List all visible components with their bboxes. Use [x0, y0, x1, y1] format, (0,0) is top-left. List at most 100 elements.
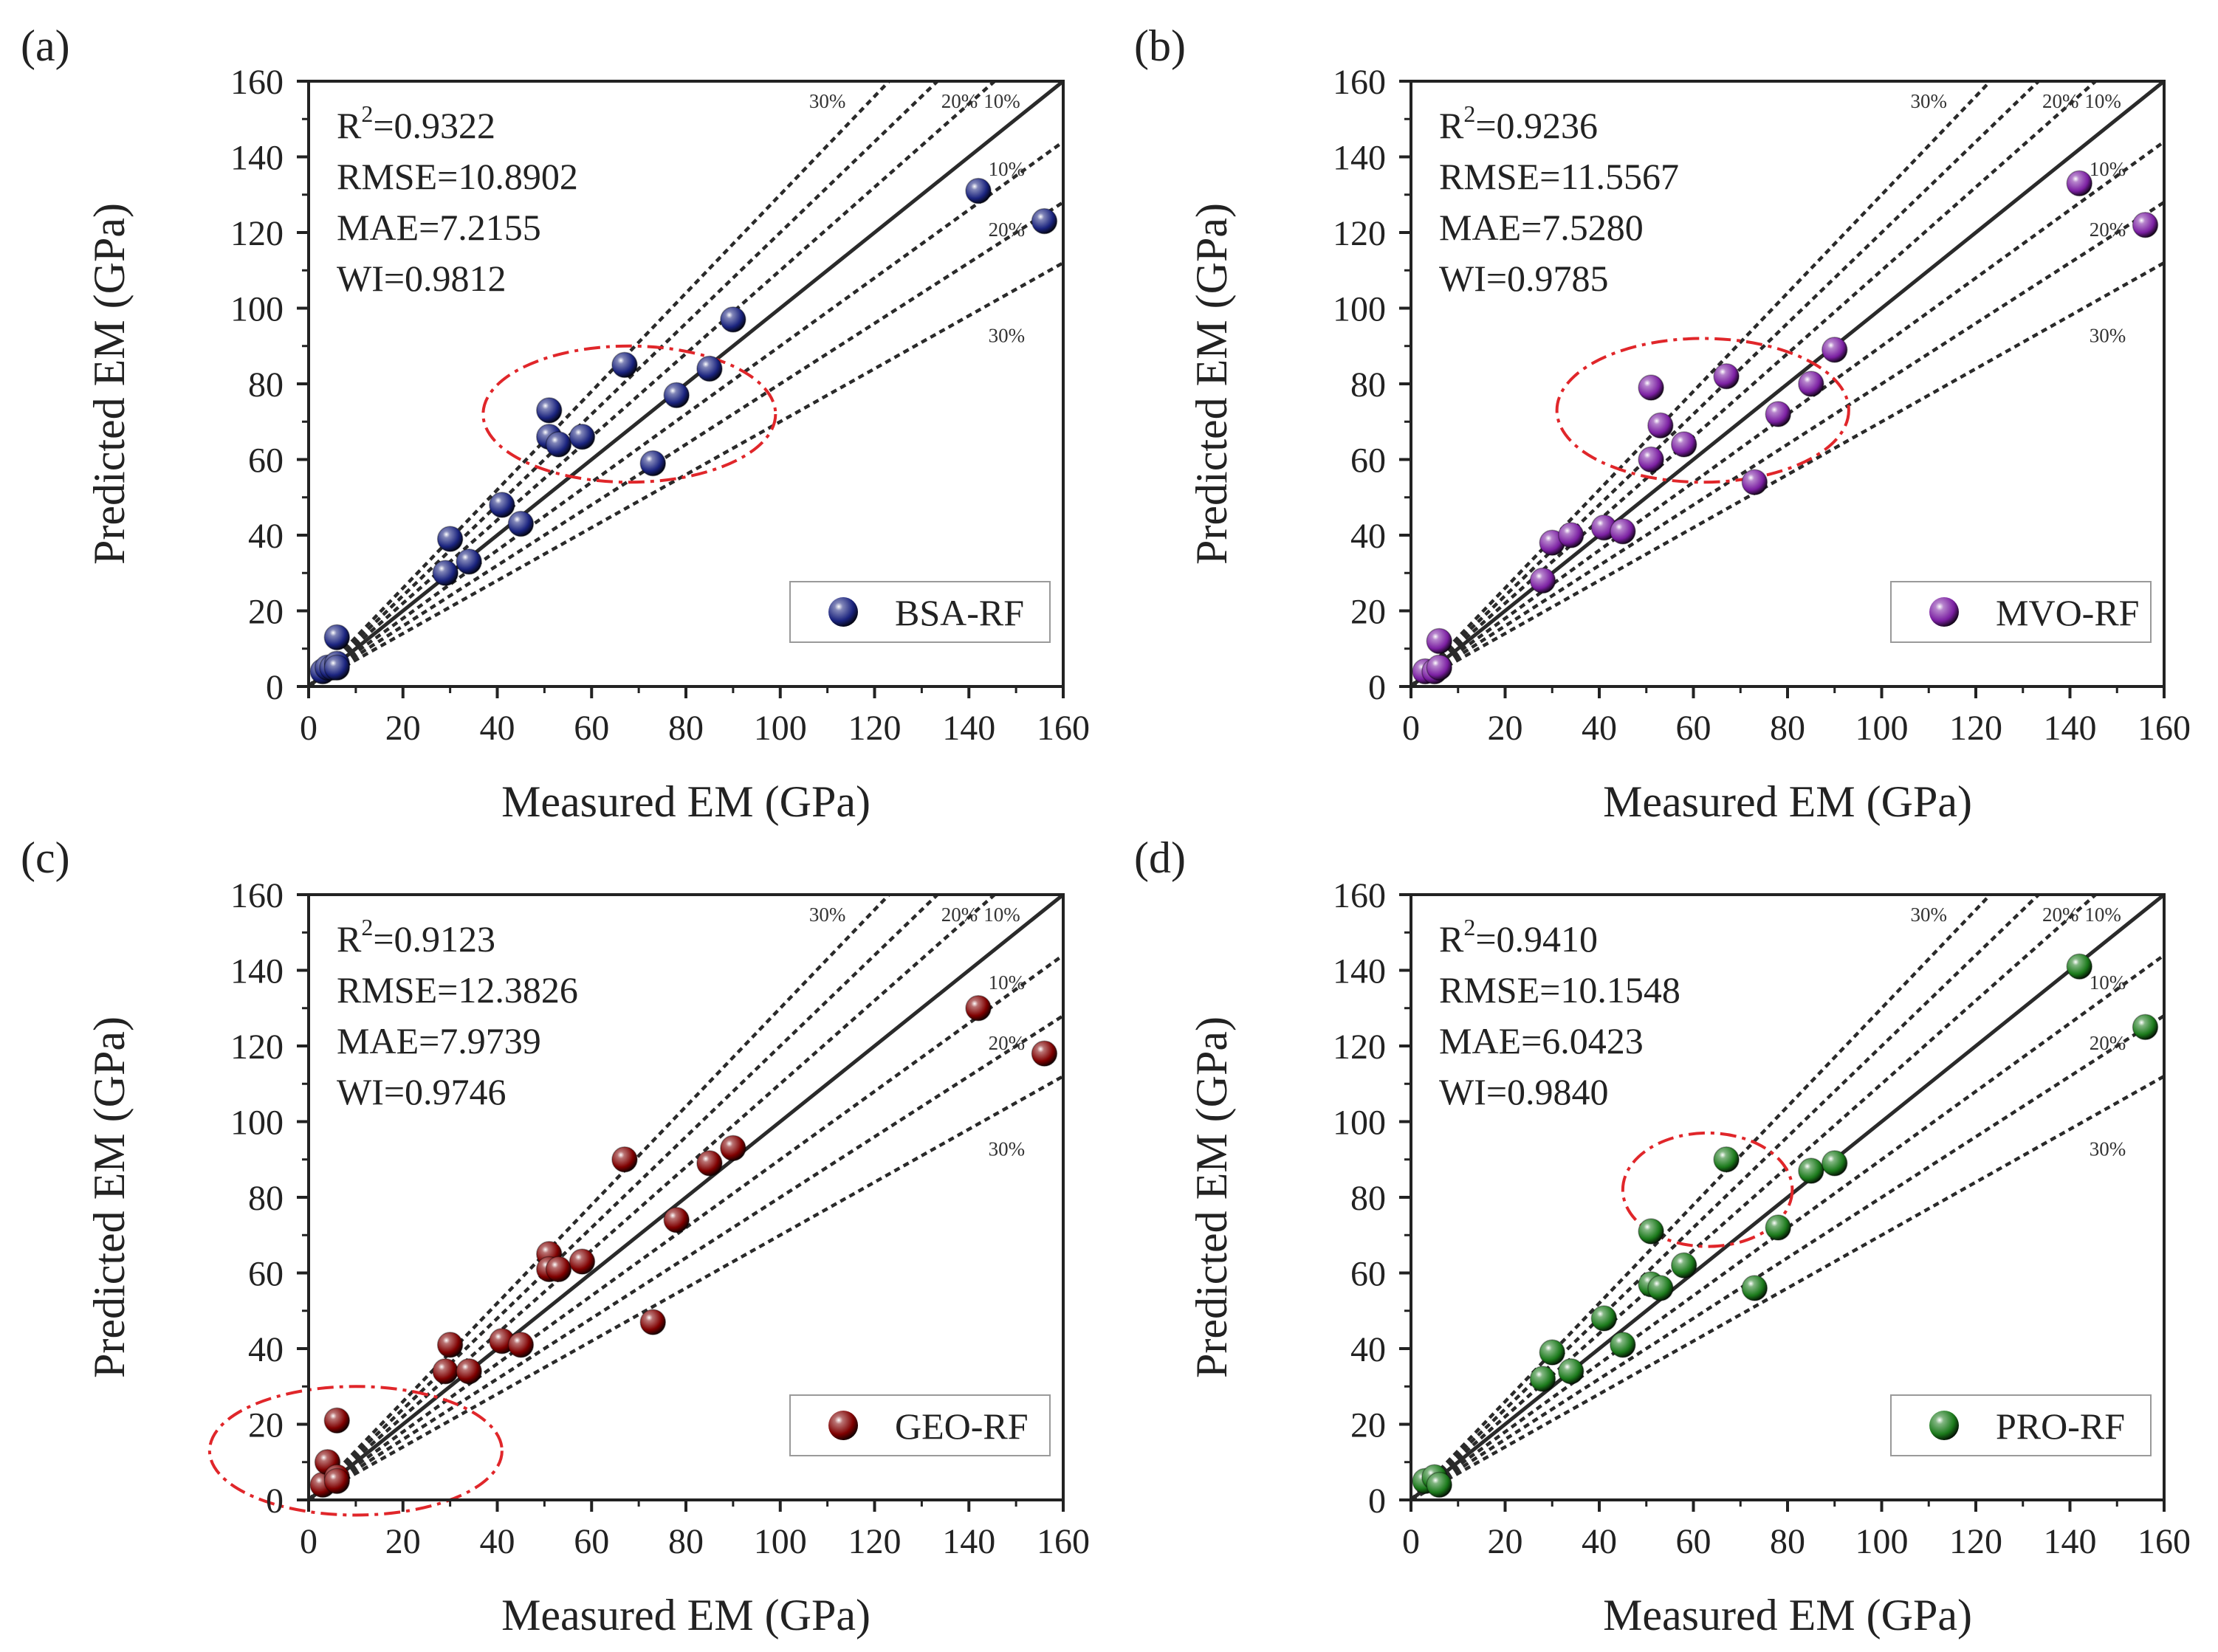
data-points [309, 177, 1058, 685]
stat-mae: MAE=7.2155 [337, 207, 541, 248]
data-point [1713, 363, 1740, 390]
data-point [1765, 1214, 1791, 1241]
stat-r2: R2=0.9410 [1439, 914, 1598, 960]
data-point [696, 1150, 723, 1177]
legend-marker [1929, 1411, 1959, 1440]
data-point [1426, 1471, 1452, 1498]
data-point [720, 306, 746, 333]
data-point [1638, 374, 1664, 401]
legend-label: GEO-RF [895, 1405, 1029, 1447]
data-point [1638, 446, 1664, 473]
y-tick-label: 20 [248, 1406, 284, 1445]
data-point [2132, 212, 2159, 238]
legend-marker [1929, 597, 1959, 627]
y-tick-label: 40 [248, 1330, 284, 1369]
stat-r2: R2=0.9236 [1439, 100, 1598, 146]
percent-label: 30% [2090, 1138, 2126, 1160]
percent-label: 30% [989, 1138, 1026, 1160]
stat-rmse: RMSE=10.1548 [1439, 969, 1680, 1011]
band-line-10-upper [309, 895, 998, 1500]
data-point [569, 424, 596, 450]
x-axis-label: Measured EM (GPa) [1603, 1591, 1972, 1639]
y-tick-label: 140 [230, 952, 284, 991]
percent-label: 20% [2090, 1032, 2126, 1054]
identity-line [309, 81, 1063, 686]
x-tick-label: 60 [574, 709, 609, 748]
data-point [720, 1135, 746, 1162]
data-point [1610, 518, 1636, 545]
data-point [1671, 431, 1697, 458]
data-point [545, 1256, 572, 1283]
x-tick-label: 40 [1582, 709, 1617, 748]
data-point [1590, 1305, 1618, 1332]
data-point [639, 450, 667, 477]
y-tick-label: 100 [1333, 1104, 1386, 1143]
data-point [1741, 1275, 1768, 1301]
y-tick-label: 160 [1333, 63, 1386, 102]
y-tick-label: 60 [248, 441, 284, 481]
x-tick-label: 100 [754, 709, 807, 748]
y-tick-label: 160 [230, 876, 284, 915]
highlight-ellipse [481, 344, 777, 484]
panel-label: (d) [1134, 833, 1186, 882]
panel-c: (c)30% 20% 10%10%20%30%0020204040606080801… [21, 833, 1090, 1639]
legend-label: PRO-RF [1996, 1405, 2125, 1447]
data-point [2066, 170, 2092, 197]
data-point [507, 510, 535, 537]
band-line-20-upper [309, 895, 940, 1500]
data-point [569, 1248, 596, 1275]
percent-label: 10% [983, 904, 1020, 926]
percent-label: 20% [2042, 90, 2079, 112]
x-tick-label: 60 [1676, 709, 1711, 748]
identity-line [309, 895, 1063, 1500]
x-tick-label: 140 [942, 1522, 995, 1561]
data-point [436, 526, 464, 552]
y-tick-label: 0 [266, 668, 284, 707]
percent-label: 30% [809, 904, 846, 926]
data-point [1638, 1218, 1664, 1245]
panel-b: (b)30% 20% 10%10%20%30%0020204040606080801… [1134, 21, 2191, 826]
panel-d: (d)30% 20% 10%10%20%30%0020204040606080801… [1134, 833, 2191, 1639]
data-point [1822, 1150, 1848, 1177]
data-point [1610, 1332, 1636, 1358]
stat-wi: WI=0.9785 [1439, 258, 1609, 299]
y-tick-label: 100 [230, 290, 284, 329]
stat-wi: WI=0.9812 [337, 258, 507, 299]
y-tick-label: 120 [230, 214, 284, 253]
percent-label: 20% [989, 218, 1026, 241]
data-point [965, 995, 992, 1022]
x-tick-label: 20 [385, 709, 421, 748]
x-tick-label: 160 [1037, 709, 1090, 748]
stat-wi: WI=0.9746 [337, 1071, 507, 1112]
percent-label: 20% [941, 904, 978, 926]
y-tick-label: 20 [1350, 593, 1386, 632]
percent-label: 30% [2090, 325, 2126, 347]
data-point [696, 355, 723, 382]
data-points [1412, 170, 2159, 685]
x-tick-label: 120 [848, 709, 902, 748]
data-point [432, 1358, 459, 1385]
data-point [507, 1332, 535, 1358]
y-tick-label: 0 [1368, 668, 1386, 707]
x-tick-label: 80 [668, 709, 704, 748]
percent-label: 20% [989, 1032, 1026, 1054]
data-point [323, 1467, 351, 1495]
stat-rmse: RMSE=12.3826 [337, 969, 578, 1011]
stat-mae: MAE=7.9739 [337, 1020, 541, 1061]
x-tick-label: 100 [1855, 709, 1909, 748]
x-axis-label: Measured EM (GPa) [1603, 777, 1972, 826]
y-tick-label: 40 [248, 517, 284, 556]
x-tick-label: 80 [1770, 1522, 1805, 1561]
y-tick-label: 140 [1333, 952, 1386, 991]
y-tick-label: 60 [1350, 441, 1386, 481]
y-axis-label: Predicted EM (GPa) [1187, 203, 1236, 565]
identity-line [1411, 895, 2164, 1500]
y-tick-label: 80 [248, 1179, 284, 1218]
percent-label: 10% [989, 158, 1026, 180]
y-tick-label: 100 [230, 1104, 284, 1143]
y-tick-label: 160 [230, 63, 284, 102]
data-point [1031, 207, 1058, 235]
percent-label: 30% [1911, 904, 1948, 926]
data-point [611, 351, 638, 379]
data-point [663, 1207, 690, 1233]
